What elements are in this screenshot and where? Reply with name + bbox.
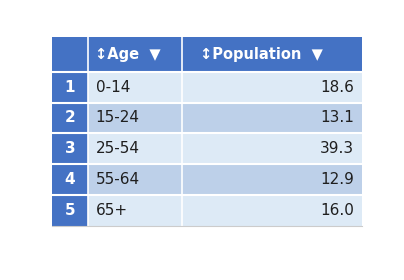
Bar [88,102,182,133]
Bar [52,72,88,102]
Bar [52,38,362,72]
Text: 3: 3 [65,141,75,156]
Bar [182,195,362,226]
Text: 4: 4 [65,172,75,187]
Bar [88,133,182,164]
Bar [88,164,182,195]
Bar [182,133,362,164]
Text: ↕Age  ▼: ↕Age ▼ [95,47,160,62]
Text: 1: 1 [65,80,75,95]
Bar [182,72,362,102]
Bar [88,72,182,102]
Text: 39.3: 39.3 [320,141,354,156]
Text: 55-64: 55-64 [95,172,140,187]
Bar [88,195,182,226]
Text: 25-54: 25-54 [95,141,139,156]
Bar [52,164,88,195]
Bar [52,102,88,133]
Text: 5: 5 [65,203,75,218]
Text: 0-14: 0-14 [95,80,130,95]
Text: 16.0: 16.0 [320,203,354,218]
Bar [52,195,88,226]
Text: 18.6: 18.6 [320,80,354,95]
Text: 12.9: 12.9 [320,172,354,187]
Bar [182,164,362,195]
Text: 13.1: 13.1 [320,110,354,125]
Bar [182,102,362,133]
Text: 15-24: 15-24 [95,110,139,125]
Text: 2: 2 [65,110,75,125]
Text: 65+: 65+ [95,203,128,218]
Text: ↕Population  ▼: ↕Population ▼ [200,47,323,62]
Bar [52,133,88,164]
